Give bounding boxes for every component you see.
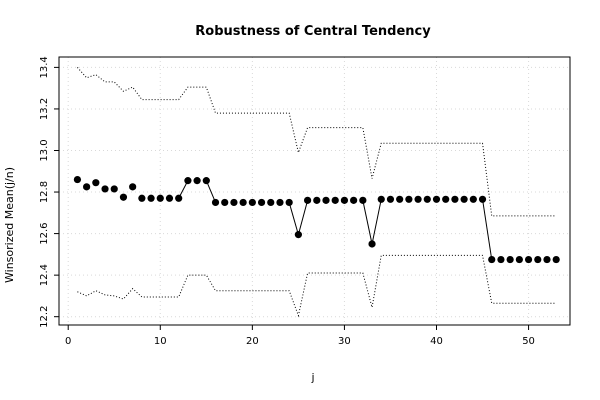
axes: 0 10 20 30 40 50 12.2 12.4 12.6 12.8 13.0 13.2 13.4: [39, 56, 535, 347]
data-point: [294, 231, 302, 239]
data-point: [368, 240, 376, 248]
data-point: [451, 195, 459, 203]
data-point: [432, 195, 441, 203]
data-point: [230, 198, 238, 207]
data-point: [442, 195, 450, 203]
y-tick-label: 12.8: [39, 181, 50, 203]
data-point: [313, 196, 321, 204]
grid-lines: [59, 57, 570, 325]
x-tick-label: 30: [338, 336, 351, 347]
data-point: [129, 183, 137, 191]
upper-bound-line: [77, 67, 557, 217]
data-point: [119, 193, 128, 201]
data-point: [386, 195, 395, 203]
data-point: [414, 195, 422, 203]
data-point: [497, 255, 505, 264]
data-point: [73, 175, 82, 184]
data-point: [202, 177, 210, 185]
data-point: [331, 196, 339, 204]
data-point: [165, 194, 174, 202]
data-points: [73, 175, 560, 264]
data-point: [534, 255, 542, 264]
data-point: [276, 198, 284, 207]
y-tick-label: 12.6: [39, 222, 50, 244]
data-point: [423, 195, 431, 203]
data-point: [552, 255, 560, 264]
data-point: [285, 198, 293, 207]
data-point: [303, 196, 312, 204]
data-point: [340, 196, 349, 204]
x-tick-label: 10: [154, 336, 167, 347]
x-tick-label: 20: [246, 336, 259, 347]
connector-segment: [288, 202, 299, 235]
data-point: [221, 198, 229, 207]
connector-segment: [205, 180, 216, 203]
data-point: [469, 195, 477, 203]
data-point: [83, 183, 91, 191]
data-point: [257, 198, 266, 207]
chart-title: Robustness of Central Tendency: [195, 24, 431, 39]
y-tick-label: 13.0: [39, 139, 50, 161]
connector-segment: [362, 200, 373, 245]
data-point: [239, 198, 247, 207]
data-point: [460, 195, 468, 203]
bound-lines: [77, 67, 557, 318]
data-point: [524, 255, 533, 264]
data-point: [147, 194, 155, 202]
y-tick-label: 12.2: [39, 306, 50, 328]
data-point: [92, 179, 100, 187]
data-point: [359, 196, 367, 204]
data-point: [478, 195, 487, 203]
data-point: [488, 255, 496, 264]
data-point: [543, 255, 551, 264]
y-tick-label: 13.2: [39, 98, 50, 120]
y-tick-label: 13.4: [39, 56, 50, 78]
data-point: [405, 195, 413, 203]
data-point: [396, 195, 404, 203]
data-point: [267, 198, 275, 207]
x-axis-label: j: [310, 371, 314, 384]
data-point: [515, 255, 523, 264]
plot-frame: [58, 56, 571, 326]
connector-segment: [482, 199, 493, 260]
connector-segment: [297, 200, 309, 235]
data-point: [184, 177, 192, 185]
data-point: [248, 198, 256, 207]
data-point: [211, 198, 220, 207]
data-point: [138, 194, 146, 202]
x-tick-label: 50: [522, 336, 535, 347]
x-tick-label: 40: [430, 336, 443, 347]
y-tick-label: 12.4: [39, 264, 50, 286]
data-point: [506, 255, 514, 264]
connector-segment: [371, 199, 382, 245]
data-point: [193, 177, 201, 185]
data-point: [110, 185, 118, 193]
x-tick-label: 0: [65, 336, 71, 347]
data-point: [156, 194, 164, 202]
data-point: [322, 196, 330, 204]
data-point: [175, 194, 183, 202]
data-point: [377, 195, 385, 203]
data-point: [101, 185, 109, 193]
y-axis-label: Winsorized Mean(j/n): [3, 167, 16, 283]
data-point: [350, 196, 358, 204]
lower-bound-line: [77, 254, 557, 318]
